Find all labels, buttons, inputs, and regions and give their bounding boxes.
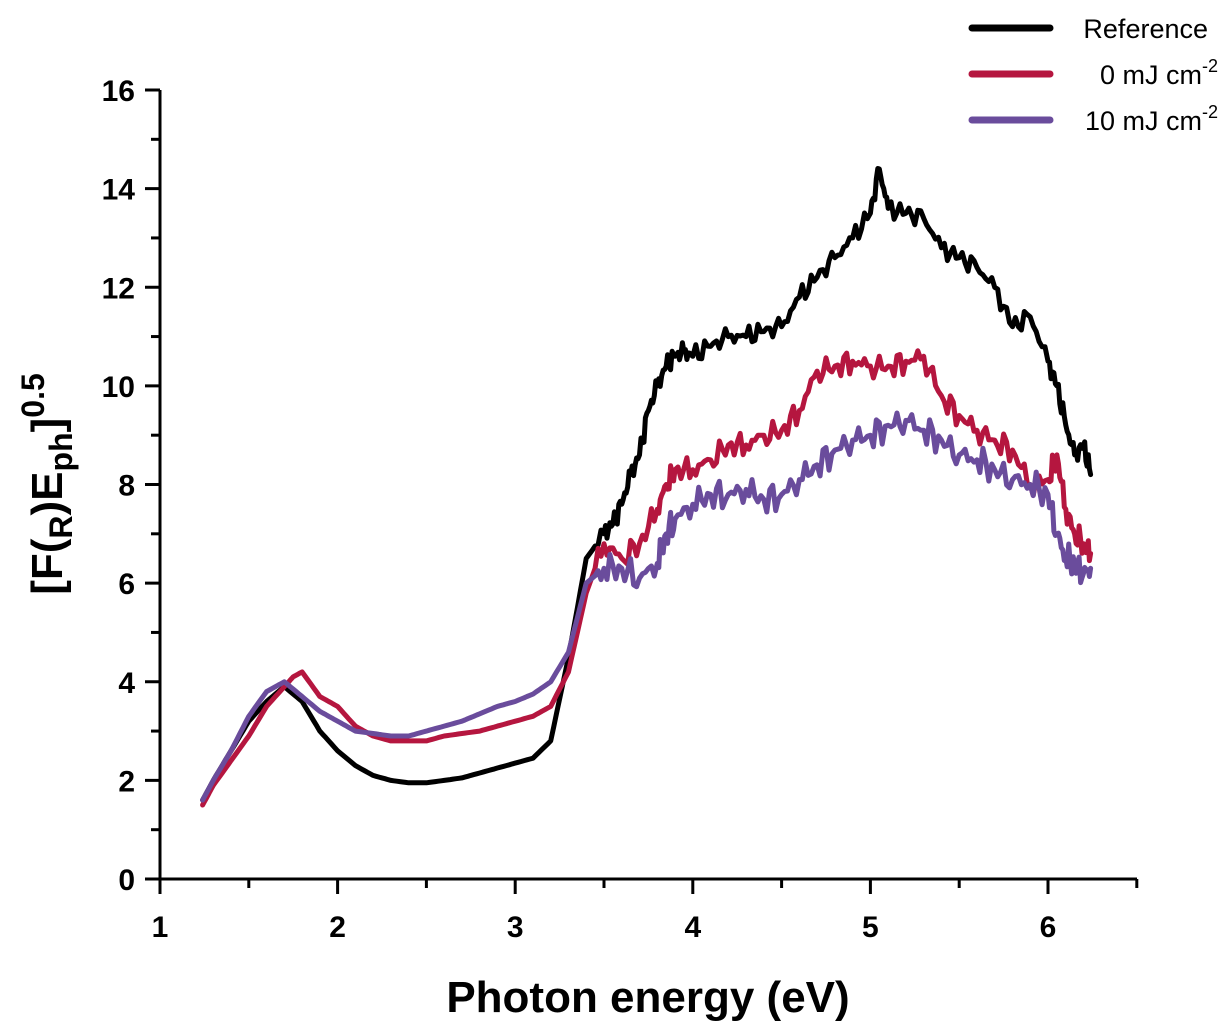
y-tick-label: 10 bbox=[102, 371, 135, 404]
y-tick-label: 6 bbox=[118, 568, 135, 601]
series-line-3 bbox=[200, 410, 1094, 803]
x-tick-label: 4 bbox=[684, 911, 701, 944]
series-layer bbox=[200, 166, 1094, 808]
legend-label: 0 mJ cm-2 bbox=[1100, 56, 1218, 90]
y-tick-label: 14 bbox=[102, 174, 136, 207]
y-axis-title: [F(R)Eph]0.5 bbox=[15, 373, 79, 595]
x-tick-label: 1 bbox=[152, 911, 169, 944]
y-tick-label: 16 bbox=[102, 75, 135, 108]
y-tick-label: 0 bbox=[118, 864, 135, 897]
x-tick-label: 3 bbox=[507, 911, 524, 944]
y-tick-label: 8 bbox=[118, 470, 135, 503]
y-axis-title-part: [F( bbox=[23, 538, 72, 595]
y-axis-title-sub: ph bbox=[43, 432, 79, 471]
legend-label: Reference bbox=[1083, 14, 1208, 44]
y-tick-label: 2 bbox=[118, 765, 135, 798]
y-tick-label: 4 bbox=[118, 667, 135, 700]
x-tick-label: 5 bbox=[862, 911, 879, 944]
x-tick-label: 2 bbox=[329, 911, 346, 944]
series-line-1 bbox=[200, 166, 1094, 803]
x-axis-title: Photon energy (eV) bbox=[446, 973, 849, 1022]
series-line-2 bbox=[200, 348, 1094, 808]
y-tick-label: 12 bbox=[102, 272, 135, 305]
y-axis-title-sup: 0.5 bbox=[15, 373, 51, 417]
y-axis-title-sub: R bbox=[43, 515, 79, 538]
axes-layer bbox=[158, 90, 1137, 881]
legend-label: 10 mJ cm-2 bbox=[1085, 102, 1218, 136]
y-axis-title-part: ] bbox=[23, 418, 72, 433]
x-tick-label: 6 bbox=[1040, 911, 1057, 944]
y-axis-title-part: )E bbox=[23, 471, 72, 515]
legend: Reference 0 mJ cm-2 10 mJ cm-2 bbox=[968, 14, 1218, 136]
